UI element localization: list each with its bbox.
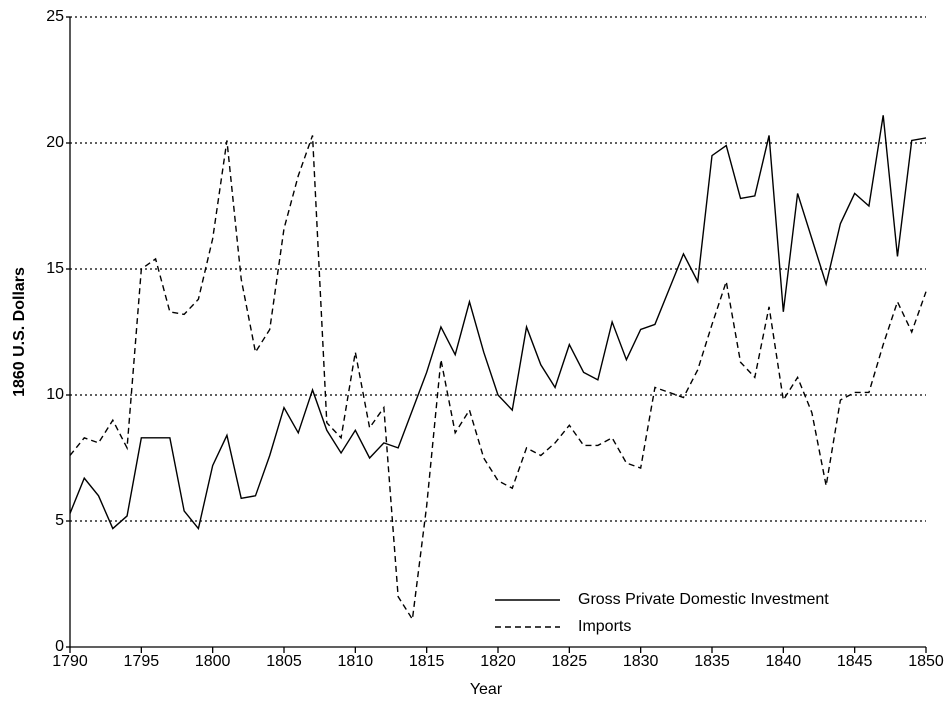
x-tick-label: 1820	[480, 653, 516, 670]
x-tick-label: 1815	[409, 653, 445, 670]
y-tick-label: 15	[46, 260, 64, 277]
x-tick-label: 1825	[552, 653, 588, 670]
legend-label: Gross Private Domestic Investment	[578, 591, 829, 608]
y-tick-label: 5	[55, 512, 64, 529]
x-tick-label: 1835	[694, 653, 730, 670]
x-tick-label: 1845	[837, 653, 873, 670]
x-tick-label: 1830	[623, 653, 659, 670]
x-tick-label: 1810	[338, 653, 374, 670]
y-tick-label: 20	[46, 134, 64, 151]
x-tick-label: 1800	[195, 653, 231, 670]
x-tick-label: 1805	[266, 653, 302, 670]
series-line	[69, 115, 927, 531]
x-tick-label: 1790	[52, 653, 88, 670]
x-tick-label: 1850	[908, 653, 944, 670]
legend-label: Imports	[578, 618, 631, 635]
x-axis-label: Year	[470, 681, 503, 698]
y-tick-label: 0	[55, 638, 64, 655]
series-line	[69, 135, 927, 622]
y-tick-label: 25	[46, 8, 64, 25]
x-tick-label: 1840	[766, 653, 802, 670]
x-tick-label: 1795	[124, 653, 160, 670]
y-axis-label: 1860 U.S. Dollars	[11, 267, 28, 397]
y-tick-label: 10	[46, 386, 64, 403]
